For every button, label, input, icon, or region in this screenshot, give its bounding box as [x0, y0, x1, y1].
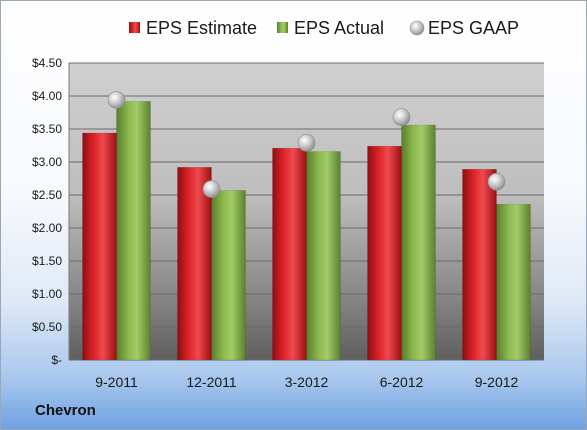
legend-swatch-eps-gaap: [409, 20, 425, 36]
x-tick-label: 6-2012: [380, 374, 424, 390]
y-tick-label: $3.00: [32, 155, 62, 169]
legend-label-eps-actual: EPS Actual: [294, 18, 384, 38]
company-label: Chevron: [35, 402, 96, 419]
marker-eps-gaap: [487, 173, 506, 191]
bars: [82, 101, 531, 361]
marker-eps-gaap: [297, 134, 316, 152]
x-tick-label: 3-2012: [285, 374, 329, 390]
marker-eps-gaap: [107, 91, 126, 109]
bar-eps-actual: [496, 203, 531, 361]
y-tick-label: $1.50: [32, 254, 62, 268]
bar-eps-estimate: [462, 169, 497, 361]
y-tick-label: $2.00: [32, 221, 62, 235]
y-tick-label: $2.50: [32, 188, 62, 202]
bar-eps-estimate: [272, 147, 307, 361]
bar-eps-actual: [116, 101, 151, 361]
marker-eps-gaap: [202, 180, 221, 198]
bar-eps-actual: [211, 190, 246, 361]
y-tick-label: $0.50: [32, 320, 62, 334]
y-tick-label: $3.50: [32, 122, 62, 136]
x-axis: 9-2011 12-2011 3-2012 6-2012 9-2012: [95, 374, 518, 390]
y-tick-label: $-: [51, 353, 62, 367]
bar-eps-actual: [306, 151, 341, 361]
marker-eps-gaap: [392, 108, 411, 126]
legend-label-eps-estimate: EPS Estimate: [146, 18, 257, 38]
bar-eps-estimate: [367, 145, 402, 361]
y-tick-label: $1.00: [32, 287, 62, 301]
bar-eps-estimate: [177, 167, 212, 361]
bar-eps-actual: [401, 124, 436, 361]
y-axis: $- $0.50 $1.00 $1.50 $2.00 $2.50 $3.00 $3.50 $4.…: [32, 56, 70, 367]
legend-swatch-eps-estimate: [129, 22, 140, 33]
x-tick-label: 9-2011: [95, 374, 138, 390]
legend: EPS Estimate EPS Actual EPS GAAP: [129, 18, 519, 38]
legend-label-eps-gaap: EPS GAAP: [428, 18, 519, 38]
x-tick-label: 9-2012: [475, 374, 519, 390]
y-tick-label: $4.00: [32, 89, 62, 103]
gaap-markers: [107, 91, 506, 198]
x-tick-label: 12-2011: [186, 374, 237, 390]
bar-eps-estimate: [82, 132, 117, 361]
legend-swatch-eps-actual: [277, 22, 288, 33]
y-tick-label: $4.50: [32, 56, 62, 70]
